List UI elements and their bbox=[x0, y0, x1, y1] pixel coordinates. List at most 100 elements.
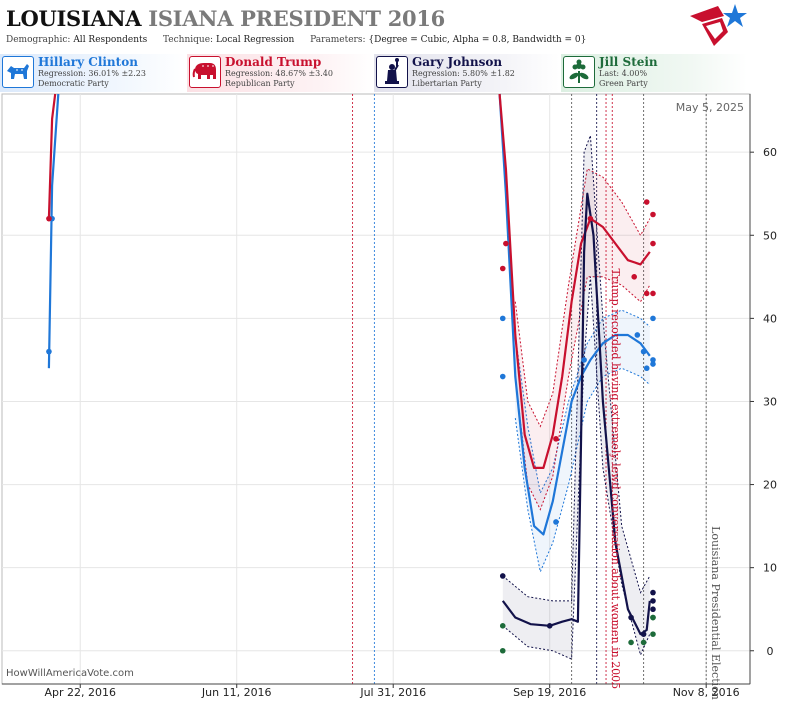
parameters-value: {Degree = Cubic, Alpha = 0.8, Bandwidth … bbox=[368, 35, 587, 45]
data-point bbox=[499, 315, 506, 322]
candidate-name: Hillary Clinton bbox=[38, 55, 138, 69]
data-point bbox=[643, 199, 650, 205]
band-upper bbox=[514, 168, 651, 428]
data-point bbox=[499, 573, 506, 579]
candidate-stat: Last: 4.00% bbox=[599, 69, 648, 78]
series-line bbox=[47, 93, 57, 219]
data-point bbox=[650, 598, 656, 604]
data-point bbox=[640, 348, 647, 355]
annotations: Trump recorded having extremely lewd con… bbox=[609, 269, 722, 700]
technique-value: Local Regression bbox=[215, 35, 295, 45]
x-tick-label: Jul 31, 2016 bbox=[359, 686, 426, 699]
x-tick-label: Nov 8, 2016 bbox=[673, 686, 740, 699]
legend-item-johnson[interactable]: Gary Johnson Regression: 5.80% ±1.82 Lib… bbox=[374, 54, 560, 92]
elephant-icon bbox=[189, 56, 221, 88]
annotation-text: Louisiana Presidential Election bbox=[709, 526, 722, 700]
data-point bbox=[46, 348, 52, 355]
data-point bbox=[640, 639, 647, 646]
candidate-party: Democratic Party bbox=[38, 79, 109, 88]
page-title: LOUISIANA ISIANA PRESIDENT 2016 bbox=[6, 6, 445, 31]
y-tick-label: 40 bbox=[763, 312, 777, 325]
data-point bbox=[650, 631, 656, 637]
title-state: LOUISIANA bbox=[6, 6, 142, 31]
candidate-name: Donald Trump bbox=[225, 55, 322, 69]
band-lower bbox=[514, 367, 651, 574]
polling-chart: 0 10 20 30 40 50 60 Apr 22, 2016 Jun 11, 2016 Jul… bbox=[1, 93, 777, 700]
data-point bbox=[650, 614, 656, 621]
candidate-name: Gary Johnson bbox=[412, 55, 503, 69]
watermark: HowWillAmericaVote.com bbox=[6, 668, 134, 679]
data-point bbox=[643, 290, 650, 297]
confidence-bands bbox=[502, 135, 651, 660]
y-tick-label: 60 bbox=[763, 146, 777, 159]
data-point bbox=[650, 357, 656, 363]
candidate-stat: Regression: 48.67% ±3.40 bbox=[225, 69, 333, 78]
event-lines bbox=[352, 94, 707, 684]
x-tick-label: Jun 11, 2016 bbox=[201, 686, 272, 699]
data-point bbox=[46, 215, 52, 222]
data-point bbox=[587, 215, 594, 222]
data-point bbox=[499, 647, 506, 654]
data-point bbox=[628, 639, 634, 646]
candidate-party: Green Party bbox=[599, 79, 648, 88]
poll-points bbox=[46, 199, 656, 654]
y-tick-label: 10 bbox=[763, 562, 777, 575]
data-point bbox=[503, 240, 509, 247]
data-point bbox=[650, 361, 656, 367]
data-point bbox=[650, 589, 656, 596]
date-label: May 5, 2025 bbox=[676, 101, 744, 114]
data-point bbox=[499, 623, 506, 629]
technique-label: Technique: bbox=[163, 35, 214, 45]
candidate-stat: Regression: 5.80% ±1.82 bbox=[412, 69, 515, 78]
star-flag-logo-icon bbox=[690, 4, 747, 46]
chart-header: LOUISIANA ISIANA PRESIDENT 2016 Demograp… bbox=[0, 0, 789, 50]
data-point bbox=[650, 211, 656, 218]
candidate-party: Libertarian Party bbox=[412, 79, 482, 88]
x-tick-label: Apr 22, 2016 bbox=[44, 686, 116, 699]
data-point bbox=[650, 315, 656, 322]
y-tick-label: 30 bbox=[763, 395, 777, 408]
candidate-party: Republican Party bbox=[225, 79, 295, 88]
y-tick-label: 50 bbox=[763, 229, 777, 242]
donkey-icon bbox=[2, 56, 34, 88]
axes: 0 10 20 30 40 50 60 Apr 22, 2016 Jun 11, 2016 Jul… bbox=[2, 94, 777, 699]
statue-of-liberty-icon bbox=[376, 56, 408, 88]
data-point bbox=[631, 274, 638, 280]
series-line bbox=[498, 93, 651, 469]
band-upper bbox=[502, 135, 651, 602]
legend-item-trump[interactable]: Donald Trump Regression: 48.67% ±3.40 Re… bbox=[187, 54, 373, 92]
title-race: ISIANA PRESIDENT 2016 bbox=[148, 6, 445, 31]
band-upper bbox=[514, 309, 651, 495]
data-point bbox=[553, 519, 559, 525]
data-point bbox=[628, 614, 634, 621]
demographic-value: All Respondents bbox=[73, 35, 148, 45]
parameters-line: Demographic: All Respondents Technique: … bbox=[6, 35, 586, 45]
data-point bbox=[650, 606, 656, 613]
y-tick-label: 0 bbox=[767, 645, 774, 658]
parameters-label: Parameters: bbox=[310, 35, 366, 45]
legend-item-clinton[interactable]: Hillary Clinton Regression: 36.01% ±2.23… bbox=[0, 54, 186, 92]
confidence-band bbox=[515, 168, 650, 510]
candidate-legend: Hillary Clinton Regression: 36.01% ±2.23… bbox=[0, 54, 789, 92]
data-point bbox=[499, 265, 506, 272]
legend-item-stein[interactable]: Jill Stein Last: 4.00% Green Party bbox=[561, 54, 747, 92]
data-point bbox=[643, 365, 650, 372]
flower-icon bbox=[563, 56, 595, 88]
data-point bbox=[640, 631, 647, 637]
data-point bbox=[553, 436, 559, 442]
series-line bbox=[498, 93, 651, 536]
data-point bbox=[634, 332, 641, 338]
series-line bbox=[47, 93, 60, 369]
grid bbox=[1, 93, 751, 685]
annotation-text: Trump recorded having extremely lewd con… bbox=[609, 269, 622, 690]
y-tick-label: 20 bbox=[763, 479, 777, 492]
band-lower bbox=[502, 276, 651, 660]
data-point bbox=[581, 357, 587, 363]
demographic-label: Demographic: bbox=[6, 35, 71, 45]
data-point bbox=[546, 623, 553, 629]
data-point bbox=[650, 290, 656, 297]
data-point bbox=[499, 373, 506, 380]
candidate-stat: Regression: 36.01% ±2.23 bbox=[38, 69, 146, 78]
x-tick-label: Sep 19, 2016 bbox=[513, 686, 586, 699]
candidate-name: Jill Stein bbox=[599, 55, 658, 69]
